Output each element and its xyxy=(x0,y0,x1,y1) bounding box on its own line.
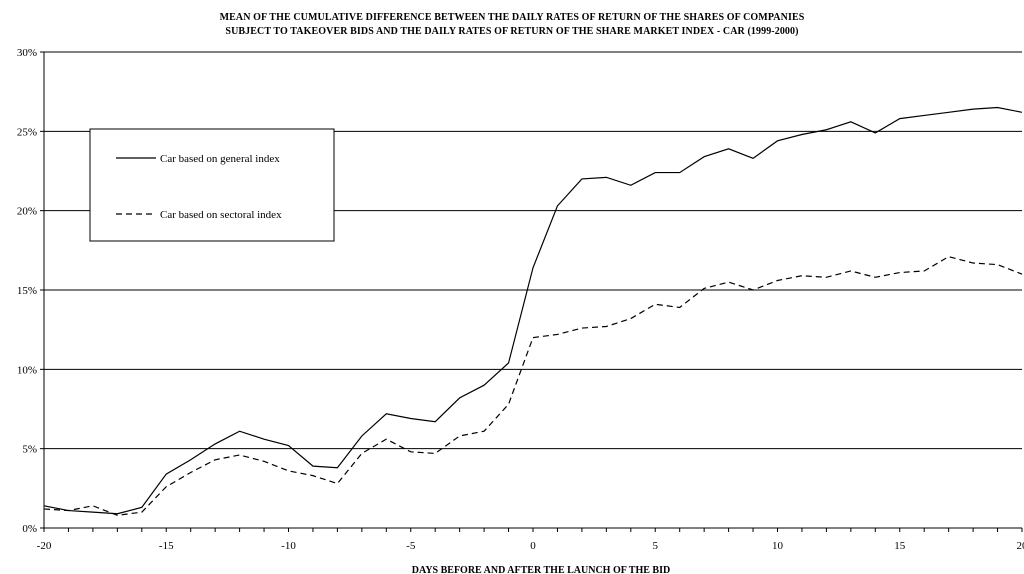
legend-label-sectoral: Car based on sectoral index xyxy=(160,209,282,221)
y-tick-label: 15% xyxy=(17,285,37,297)
legend-label-general: Car based on general index xyxy=(160,153,280,165)
y-tick-label: 25% xyxy=(17,126,37,138)
x-tick-label: -15 xyxy=(159,540,174,552)
x-tick-label: 10 xyxy=(772,540,784,552)
legend: Car based on general index Car based on … xyxy=(89,128,335,242)
x-axis-label: DAYS BEFORE AND AFTER THE LAUNCH OF THE … xyxy=(412,565,670,574)
x-tick-label: -5 xyxy=(406,540,416,552)
series-line-sectoral xyxy=(43,256,1023,516)
y-tick-label: 20% xyxy=(17,206,37,218)
x-tick-label: 15 xyxy=(894,540,906,552)
chart-title-line-2: SUBJECT TO TAKEOVER BIDS AND THE DAILY R… xyxy=(225,26,799,37)
series-line-general xyxy=(43,106,1023,515)
legend-box xyxy=(89,128,335,242)
x-tick-label: -20 xyxy=(37,540,52,552)
x-tick-label: 20 xyxy=(1017,540,1024,552)
y-tick-label: 5% xyxy=(22,444,37,456)
y-axis-ticks: 0% 5% 10% 15% 20% 25% 30% xyxy=(17,47,44,535)
chart-title-line-1: MEAN OF THE CUMULATIVE DIFFERENCE BETWEE… xyxy=(219,12,805,23)
x-tick-label: 5 xyxy=(653,540,659,552)
y-tick-label: 0% xyxy=(22,523,37,535)
y-tick-label: 10% xyxy=(17,364,37,376)
x-tick-label: 0 xyxy=(530,540,536,552)
x-axis-ticks: -20 -15 -10 -5 0 5 10 15 20 xyxy=(37,528,1024,552)
gridlines xyxy=(44,51,1022,450)
y-tick-label: 30% xyxy=(17,47,37,59)
x-tick-label: -10 xyxy=(281,540,296,552)
series-lines xyxy=(43,106,1023,516)
